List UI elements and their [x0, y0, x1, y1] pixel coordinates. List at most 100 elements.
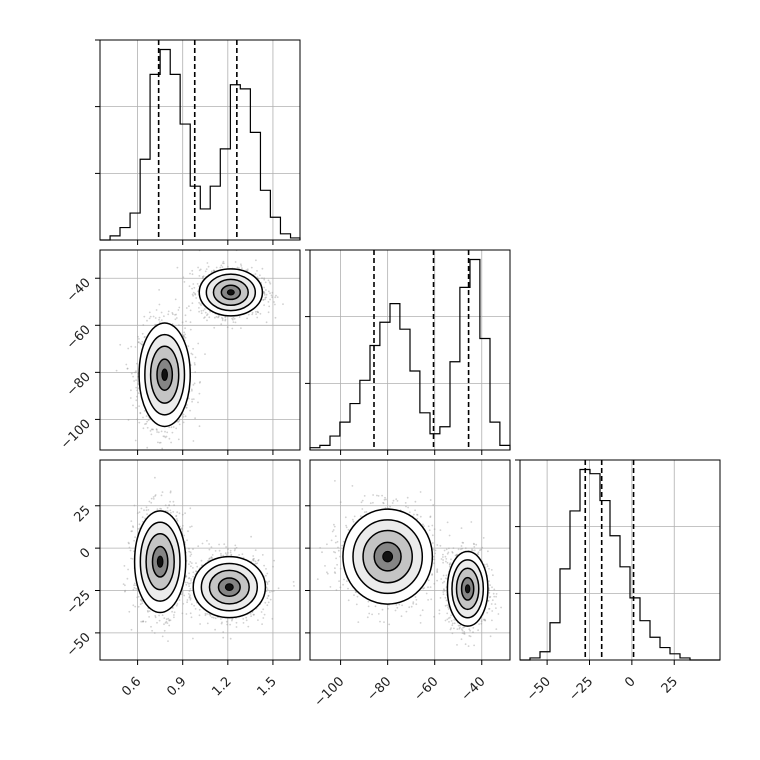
density-p0-p1-point — [158, 318, 160, 321]
density-p0-p1-point — [194, 292, 197, 295]
density-p0-p2-point — [185, 583, 188, 586]
density-p0-p2-point — [160, 508, 163, 510]
density-p0-p2-point — [163, 629, 166, 632]
density-p0-p1-point — [172, 426, 175, 428]
density-p0-p1-point — [140, 343, 143, 346]
density-p0-p1-point — [146, 446, 149, 449]
density-p0-p1-point — [263, 291, 265, 294]
density-p0-p2-point — [131, 558, 134, 560]
density-p0-p1-point — [168, 426, 171, 429]
density-p0-p2-point — [151, 629, 154, 632]
density-p0-p1-point — [195, 297, 198, 299]
density-p0-p1-point — [207, 265, 210, 268]
density-p0-p2-point — [225, 554, 228, 556]
density-p0-p1-point — [219, 266, 222, 269]
density-p0-p2-point — [235, 626, 238, 628]
density-p0-p1-point — [221, 319, 224, 322]
density-p0-p2-point — [137, 595, 140, 598]
density-p0-p2-point — [183, 534, 186, 537]
density-p0-p1-point — [223, 262, 225, 265]
density-p0-p2-point — [234, 548, 237, 550]
density-p0-p2-point — [186, 599, 189, 601]
density-p0-p1-point — [143, 336, 146, 338]
grid-layer — [100, 40, 720, 660]
density-p0-p2-point — [192, 548, 194, 550]
density-p0-p2-point — [208, 557, 211, 560]
density-p0-p1-point — [261, 277, 263, 279]
density-p0-p2-point — [134, 605, 137, 608]
density-p0-p2-point — [235, 621, 238, 624]
density-p0-p2-point — [210, 556, 213, 558]
density-p0-p1-point — [246, 269, 249, 272]
density-p0-p1-point — [192, 291, 195, 294]
density-p0-p2-point — [189, 555, 192, 557]
density-p0-p1-point — [199, 381, 202, 383]
density-p0-p1-point — [192, 347, 195, 350]
density-p0-p2-point — [189, 551, 192, 554]
density-p0-p1-point — [183, 335, 185, 338]
density-p0-p2-point — [263, 613, 266, 616]
density-p0-p1-point — [201, 275, 204, 278]
density-p0-p2-point — [173, 616, 175, 619]
density-p0-p2-point — [189, 507, 192, 510]
density-p0-p2-point — [181, 524, 184, 527]
density-p0-p2-point — [163, 617, 166, 619]
density-p0-p1-point — [256, 270, 258, 272]
density-p0-p2-point — [252, 558, 255, 560]
density-p0-p2-point — [198, 614, 201, 617]
density-p0-p2-point — [142, 620, 145, 623]
density-p0-p1-point — [138, 421, 141, 424]
density-p0-p1-point — [191, 398, 194, 401]
density-p0-p2-point — [189, 598, 192, 601]
density-p0-p1-point — [136, 362, 138, 365]
density-p0-p2-point — [131, 530, 134, 532]
density-p0-p1-point — [269, 282, 272, 285]
density-p0-p1-point — [191, 293, 194, 296]
density-p0-p2-point — [207, 559, 210, 562]
density-p0-p1-point — [282, 303, 284, 305]
density-p0-p1-point — [262, 299, 264, 301]
density-p0-p1-point — [198, 425, 201, 428]
density-p0-p2-point — [292, 581, 295, 583]
density-p0-p1-point — [255, 313, 257, 315]
density-p0-p2-point — [210, 556, 213, 559]
density-p0-p1-point — [205, 268, 208, 270]
density-p0-p2-point — [144, 620, 147, 623]
density-p0-p1-point — [215, 266, 218, 269]
density-p0-p2-point — [168, 624, 171, 627]
density-p0-p2-point — [159, 507, 162, 510]
density-p0-p1-peak — [161, 368, 168, 381]
density-p0-p2-point — [167, 640, 169, 642]
density-p0-p2-point — [220, 622, 223, 625]
density-p0-p1-point — [171, 312, 174, 314]
density-p0-p2-point — [168, 619, 171, 621]
density-p0-p1-point — [263, 286, 266, 289]
density-p0-p2-point — [238, 554, 241, 556]
density-p0-p1-point — [181, 321, 184, 324]
density-p0-p1-point — [232, 316, 235, 319]
density-p0-p1-point — [138, 341, 140, 344]
density-p0-p2-point — [266, 588, 269, 590]
density-p0-p1-point — [194, 371, 197, 374]
density-p0-p1-point — [189, 321, 192, 324]
density-p0-p1-point — [251, 313, 254, 316]
density-p0-p1-point — [187, 345, 190, 347]
density-p0-p1-point — [133, 380, 136, 382]
density-p0-p1-point — [265, 296, 268, 299]
density-p0-p2-point — [137, 528, 140, 530]
density-p0-p1-point — [222, 260, 225, 263]
density-p0-p1-point — [203, 317, 205, 319]
density-p0-p2-point — [134, 536, 137, 539]
density-p0-p1-point — [182, 335, 185, 337]
density-p0-p1-point — [275, 294, 277, 297]
density-p0-p2-point — [141, 516, 144, 519]
density-p0-p2-point — [206, 539, 208, 542]
density-p0-p2-point — [211, 557, 214, 560]
density-p0-p1-point — [241, 267, 243, 269]
density-p0-p1-point — [271, 296, 274, 299]
density-p0-p2-point — [185, 575, 188, 578]
density-p0-p1-point — [146, 319, 148, 322]
density-p0-p1-point — [172, 313, 174, 316]
density-p0-p1-point — [137, 335, 139, 338]
density-p0-p2-point — [161, 614, 164, 617]
